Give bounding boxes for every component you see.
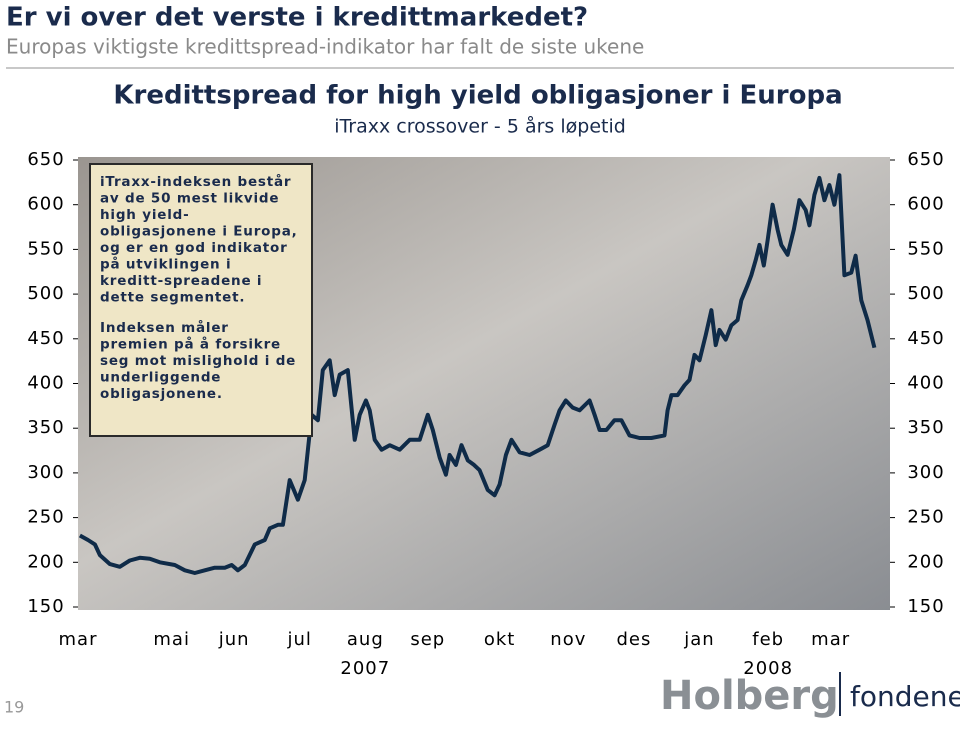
annotation-line: og er en god indikator [100, 240, 288, 256]
plot: 150 150 200 200 250 250 300 300 350 350 400 400 450 4… [27, 149, 944, 679]
x-tick-label: feb [752, 629, 784, 650]
y2-tick-label: 150 [907, 596, 944, 617]
logo-sub: fondene [850, 680, 960, 713]
y-tick-label: 150 [27, 596, 64, 617]
x-tick-label: okt [484, 629, 516, 650]
chart-title: Kredittspread for high yield obligasjone… [113, 81, 842, 111]
y2-tick-label: 350 [907, 417, 944, 438]
year-label: 2008 [743, 658, 793, 679]
y2-tick-label: 450 [907, 328, 944, 349]
annotation-line: på utviklingen i [100, 256, 231, 273]
y2-tick-label: 650 [907, 149, 944, 170]
y-tick-label: 450 [27, 328, 64, 349]
annotation-line: high yield- [100, 207, 190, 223]
x-tick-label: jun [218, 629, 250, 650]
y-tick-label: 200 [27, 551, 64, 572]
y-tick-label: 500 [27, 283, 64, 304]
x-tick-label: mar [59, 629, 98, 650]
annotation-line: premien på å forsikre [100, 336, 281, 353]
slide-subtitle: Europas viktigste kredittspread-indikato… [6, 35, 644, 59]
annotation-line: seg mot mislighold i de [100, 353, 296, 369]
y-tick-label: 250 [27, 507, 64, 528]
annotation-line: obligasjonene i Europa, [100, 224, 298, 240]
annotation-box [89, 163, 313, 437]
y-tick-label: 400 [27, 373, 64, 394]
y-tick-label: 550 [27, 238, 64, 259]
x-tick-label: mai [153, 629, 190, 650]
annotation-line: underliggende [100, 370, 221, 386]
y2-tick-label: 500 [907, 283, 944, 304]
y-tick-label: 300 [27, 462, 64, 483]
y-tick-label: 650 [27, 149, 64, 170]
annotation-line: Indeksen måler [100, 319, 229, 336]
y2-tick-label: 400 [907, 373, 944, 394]
y2-tick-label: 550 [907, 238, 944, 259]
x-tick-label: jan [683, 629, 714, 650]
annotation-line: kreditt-spreadene i [100, 273, 262, 289]
x-tick-label: jul [287, 629, 312, 650]
x-tick-label: nov [550, 629, 586, 650]
logo-brand: Holberg [660, 673, 839, 719]
page-number: 19 [4, 698, 24, 717]
y2-tick-label: 250 [907, 507, 944, 528]
spread-line [78, 173, 877, 575]
annotation-line: iTraxx-indeksen består [100, 173, 291, 190]
y2-tick-label: 600 [907, 194, 944, 215]
y2-tick-label: 200 [907, 551, 944, 572]
x-tick-label: mar [811, 629, 850, 650]
annotation-line: dette segmentet. [100, 290, 245, 306]
x-tick-label: sep [410, 629, 445, 650]
slide-title: Er vi over det verste i kredittmarkedet? [6, 3, 588, 33]
x-tick-label: aug [347, 629, 384, 650]
chart-subtitle: iTraxx crossover - 5 års løpetid [334, 115, 626, 138]
year-label: 2007 [340, 658, 390, 679]
annotation-line: av de 50 mest likvide [100, 191, 279, 207]
x-tick-label: des [616, 629, 651, 650]
y-tick-label: 600 [27, 194, 64, 215]
y-tick-label: 350 [27, 417, 64, 438]
y2-tick-label: 300 [907, 462, 944, 483]
annotation-line: obligasjonene. [100, 386, 223, 402]
